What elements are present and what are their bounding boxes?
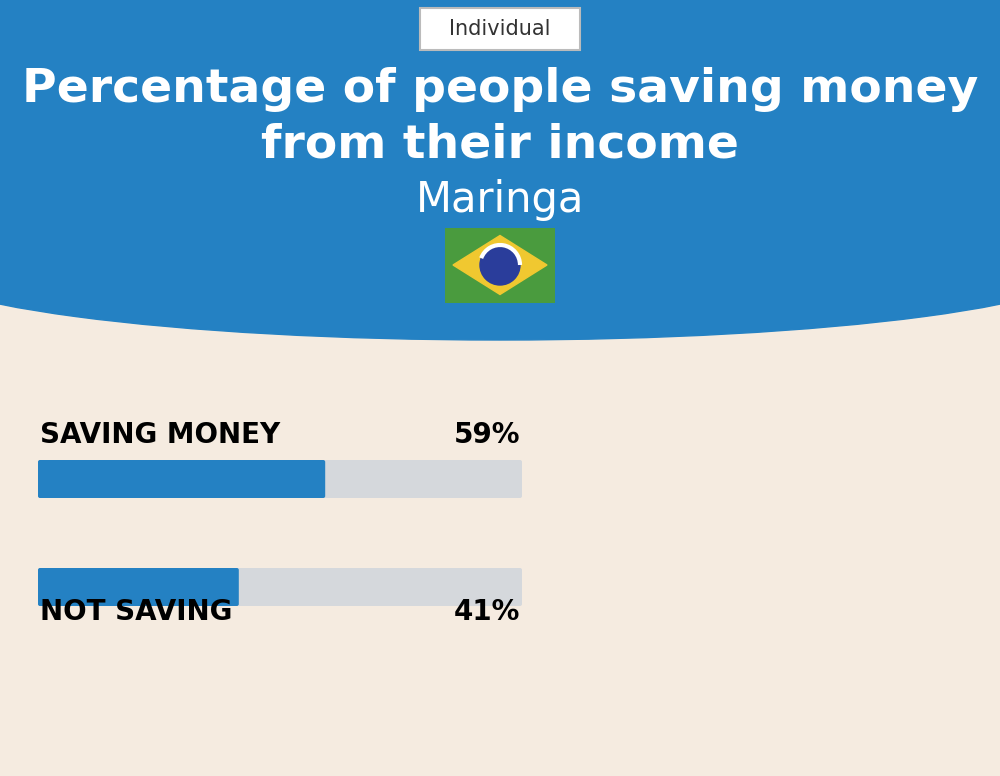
Polygon shape: [453, 235, 547, 295]
FancyBboxPatch shape: [420, 8, 580, 50]
Text: Percentage of people saving money: Percentage of people saving money: [22, 68, 978, 113]
FancyBboxPatch shape: [38, 460, 325, 498]
FancyBboxPatch shape: [38, 568, 239, 606]
FancyBboxPatch shape: [38, 460, 522, 498]
Text: Maringa: Maringa: [416, 179, 584, 221]
Text: SAVING MONEY: SAVING MONEY: [40, 421, 280, 449]
Text: 41%: 41%: [454, 598, 520, 626]
Circle shape: [480, 245, 520, 285]
Text: from their income: from their income: [261, 123, 739, 168]
Text: Individual: Individual: [449, 19, 551, 39]
FancyBboxPatch shape: [445, 227, 555, 303]
Ellipse shape: [0, 180, 1000, 340]
Text: 59%: 59%: [454, 421, 520, 449]
Text: NOT SAVING: NOT SAVING: [40, 598, 232, 626]
FancyBboxPatch shape: [38, 568, 522, 606]
